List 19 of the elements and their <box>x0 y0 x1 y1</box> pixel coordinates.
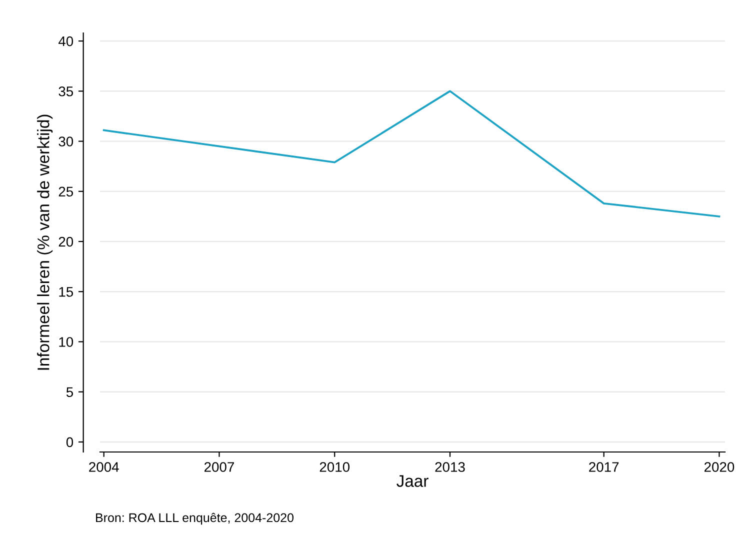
x-tick-label: 2020 <box>704 462 734 472</box>
y-tick-label: 20 <box>58 236 74 247</box>
y-tick-label: 25 <box>58 186 74 197</box>
x-tick-label: 2013 <box>435 462 465 472</box>
x-tick-label: 2017 <box>589 462 619 472</box>
y-tick-label: 30 <box>58 136 74 146</box>
x-tick-label: 2010 <box>320 462 350 472</box>
x-tick-label: 2007 <box>204 462 234 472</box>
y-axis-title: Informeel leren (% van de werktijd) <box>37 114 53 370</box>
x-tick-label: 2004 <box>89 462 119 472</box>
y-tick-label: 40 <box>58 36 74 46</box>
line-series <box>102 90 720 218</box>
y-tick-label: 0 <box>66 437 74 448</box>
x-axis-title: Jaar <box>396 475 428 487</box>
y-tick-label: 35 <box>58 86 74 96</box>
y-tick-label: 15 <box>59 287 74 297</box>
y-tick-label: 5 <box>66 387 74 398</box>
text: Bron: ROA LLL enquête, 2004-2020 <box>96 512 294 525</box>
y-tick-label: 10 <box>59 337 74 347</box>
